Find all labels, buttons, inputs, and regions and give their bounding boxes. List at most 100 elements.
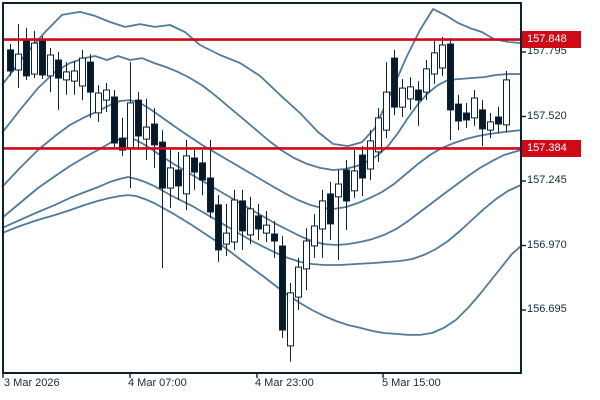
candle-body: [31, 42, 38, 75]
candle-body: [255, 215, 262, 230]
bull-candle: [223, 204, 230, 257]
candle-body: [263, 224, 270, 234]
bull-candle: [183, 140, 190, 211]
plot-frame: [2, 2, 522, 374]
bear-candle: [55, 52, 62, 110]
candle-body: [367, 140, 374, 170]
candle-body: [95, 92, 102, 114]
candle-body: [127, 102, 134, 149]
bear-candle: [415, 81, 422, 126]
bull-candle: [143, 98, 150, 160]
bear-candle: [327, 181, 334, 241]
bear-candle: [271, 221, 278, 258]
bear-candle: [463, 102, 470, 128]
bear-candle: [455, 94, 462, 131]
candle-body: [359, 154, 366, 179]
bear-candle: [207, 140, 214, 219]
candle-body: [303, 240, 310, 270]
bear-candle: [479, 100, 486, 147]
candle-body: [319, 200, 326, 230]
candle-body: [503, 79, 510, 126]
bull-candle: [351, 150, 358, 198]
bear-candle: [359, 146, 366, 196]
candle-body: [247, 208, 254, 236]
bull-candle: [95, 85, 102, 122]
bear-candle: [111, 90, 118, 148]
candle-body: [415, 89, 422, 101]
candle-body: [159, 141, 166, 189]
bull-candle: [311, 214, 318, 258]
bull-candle: [247, 196, 254, 245]
candle-body: [239, 200, 246, 232]
upper-band-outer-line: [1, 8, 522, 148]
bull-candle: [167, 147, 174, 208]
candle-body: [455, 103, 462, 122]
middle-band-upper-line: [1, 99, 522, 210]
candle-body: [479, 109, 486, 130]
bull-candle: [231, 189, 238, 250]
candle-body: [15, 53, 22, 71]
bull-candle: [367, 130, 374, 181]
candle-body: [391, 57, 398, 108]
bull-candle: [71, 60, 78, 95]
bull-candle: [103, 83, 110, 112]
bull-candle: [47, 48, 54, 93]
candle-body: [231, 199, 238, 243]
candle-body: [151, 123, 158, 146]
bull-candle: [471, 90, 478, 126]
bull-candle: [487, 113, 494, 139]
candle-body: [79, 57, 86, 87]
bull-candle: [439, 37, 446, 76]
candle-body: [335, 183, 342, 198]
candle-body: [143, 126, 150, 140]
bull-candle: [295, 257, 302, 310]
upper-band-inner-line: [1, 55, 521, 171]
candle-body: [471, 97, 478, 119]
bull-candle: [263, 211, 270, 242]
bear-candle: [391, 49, 398, 116]
candle-body: [191, 157, 198, 173]
bear-candle: [215, 195, 222, 262]
bull-candle: [399, 79, 406, 117]
bull-candle: [423, 60, 430, 101]
bull-candle: [407, 77, 414, 110]
candle-body: [7, 49, 14, 72]
lower-band-outer-line: [1, 194, 522, 336]
candle-body: [63, 71, 70, 81]
candle-body: [423, 68, 430, 93]
candle-body: [183, 155, 190, 195]
candle-body: [271, 233, 278, 242]
bear-candle: [239, 189, 246, 250]
bear-candle: [39, 36, 46, 79]
candle-body: [295, 266, 302, 298]
candle-body: [199, 162, 206, 181]
bear-candle: [191, 147, 198, 190]
bear-candle: [199, 150, 206, 196]
candle-body: [343, 169, 350, 202]
bear-candle: [343, 159, 350, 230]
candle-body: [431, 52, 438, 75]
candle-body: [383, 91, 390, 131]
candle-body: [287, 292, 294, 347]
bear-candle: [7, 44, 14, 76]
candles: [7, 24, 510, 362]
bull-candle: [63, 62, 70, 95]
bull-candle: [79, 49, 86, 101]
candle-body: [23, 38, 30, 77]
bear-candle: [175, 151, 182, 200]
candle-body: [39, 40, 46, 76]
bull-candle: [503, 71, 510, 132]
bear-candle: [447, 37, 454, 140]
candle-body: [327, 193, 334, 225]
bull-candle: [287, 283, 294, 362]
candle-body: [439, 44, 446, 69]
bear-candle: [255, 204, 262, 241]
bull-candle: [303, 228, 310, 291]
bull-candle: [319, 189, 326, 258]
candle-body: [47, 54, 54, 77]
candle-body: [55, 59, 62, 79]
candle-body: [399, 87, 406, 108]
bear-candle: [159, 130, 166, 268]
